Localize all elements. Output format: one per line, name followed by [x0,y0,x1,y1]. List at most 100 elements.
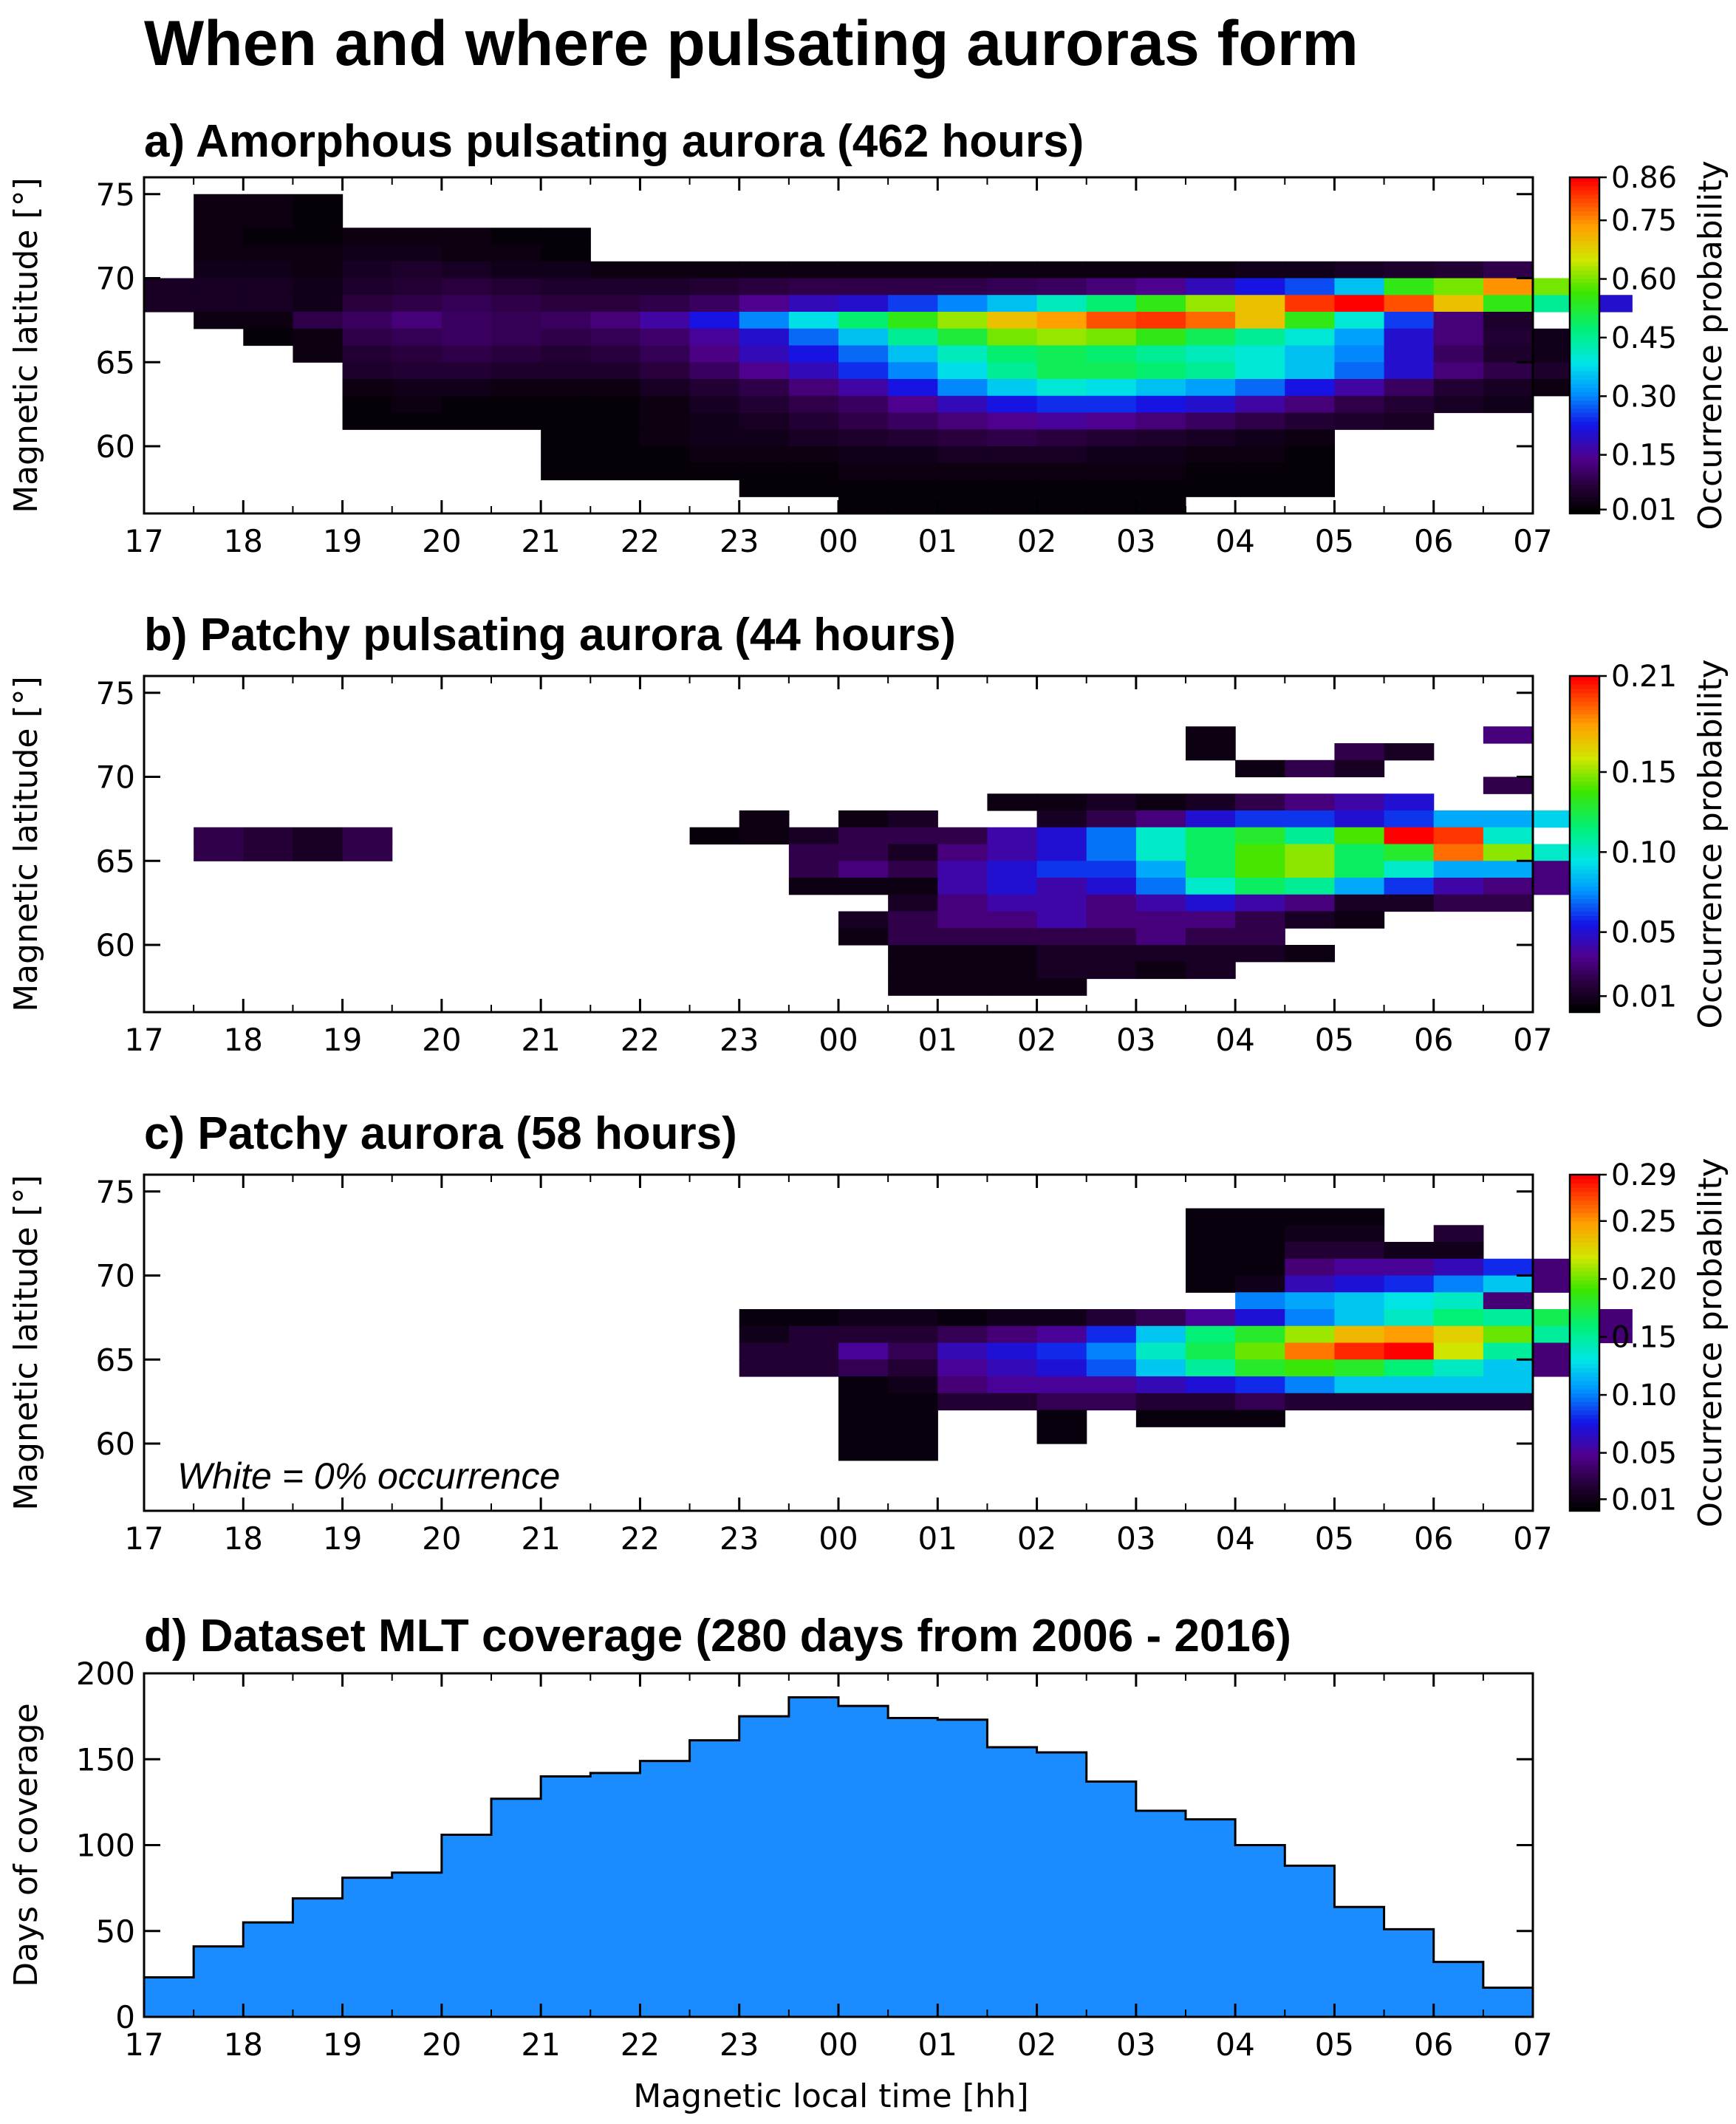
panel-c-cell [1334,1292,1385,1310]
panel-a-cell [194,295,244,313]
panel-c-cell [1334,1393,1385,1411]
panel-c-cell [1483,1258,1534,1277]
panel-a-cell [1483,345,1534,363]
panel-a-colorbar-step [1570,492,1599,498]
panel-a-cell [689,379,740,397]
panel-b-cell [838,827,889,845]
panel-a-cell [1334,345,1385,363]
panel-a-cell [1384,362,1435,380]
panel-a-cell [987,379,1038,397]
panel-a-cell [987,412,1038,430]
panel-a-cell [441,245,492,262]
panel-a-cell [590,462,641,481]
panel-c-xtick-label: 01 [918,1520,957,1557]
panel-b-colorbar-step [1570,940,1599,946]
panel-c-colorbar-label: Occurrence probability [1692,1158,1729,1527]
panel-b-cell [1186,827,1236,845]
panel-d-bar [1036,1752,1087,2017]
panel-a-colorbar-step [1570,282,1599,287]
panel-b-cell [788,878,839,895]
panel-d-bar [441,1834,492,2017]
panel-b-colorbar-step [1570,881,1599,887]
panel-a-xtick-label: 18 [224,523,263,559]
panel-a-colorbar-step [1570,425,1599,431]
panel-d-bar [788,1697,839,2017]
panel-a-cell [689,462,740,481]
panel-c-cell [838,1427,889,1444]
panel-c-cell [1384,1359,1435,1377]
panel-c-cell [788,1342,839,1360]
panel-c-cell [788,1309,839,1327]
panel-a-cell [937,261,988,279]
panel-c-colorbar-step [1570,1292,1599,1297]
panel-b-colorbar-step [1570,839,1599,845]
panel-a-colorbar-step [1570,215,1599,220]
panel-b-colorbar-step [1570,680,1599,686]
panel-a-colorbar-step [1570,228,1599,233]
panel-a-cell [987,295,1038,313]
panel-b-colorbar-step [1570,776,1599,782]
panel-c-colorbar-step [1570,1422,1599,1428]
panel-b-cell [1433,844,1484,861]
panel-a-cell [1086,345,1137,363]
panel-a-cell [590,429,641,447]
panel-b-cell [888,911,938,929]
panel-a-ytick-label: 60 [96,428,135,465]
panel-c-cell [1384,1258,1435,1277]
panel-b-cell [1036,894,1087,912]
panel-a-colorbar-step [1570,236,1599,242]
panel-c-xtick-label: 05 [1315,1520,1354,1557]
panel-b-cell [1384,793,1435,811]
panel-a-cell [1186,379,1236,397]
panel-c-colorbar-step [1570,1477,1599,1482]
panel-b-colorbar-step [1570,739,1599,744]
panel-b-colorbar-step [1570,999,1599,1005]
panel-c-cell [1483,1292,1534,1310]
panel-a-cell [1285,462,1336,481]
panel-b-colorbar-tick-label: 0.10 [1611,836,1677,870]
panel-a-cell [491,362,541,380]
panel-a-cell [739,278,790,296]
panel-a-cell [342,362,393,380]
panel-a-cell [1433,261,1484,279]
panel-a-cell [1186,395,1236,414]
panel-b-colorbar-step [1570,831,1599,836]
panel-a-xtick-label: 19 [323,523,362,559]
panel-a-colorbar-step [1570,429,1599,434]
panel-a-cell [1235,379,1285,397]
panel-a-cell [590,412,641,430]
panel-a-xtick-label: 21 [521,523,560,559]
panel-c-xtick-label: 21 [521,1520,560,1557]
panel-b-xtick-label: 19 [323,1022,362,1058]
panel-b-cell [1036,827,1087,845]
panel-b-colorbar-step [1570,701,1599,706]
panel-d-xtick-label: 23 [720,2026,759,2063]
panel-b-colorbar-step [1570,873,1599,878]
panel-b-cell [1384,878,1435,895]
panel-b-cell [243,827,294,845]
panel-b-cell [1086,928,1137,946]
panel-c-cell [1285,1208,1336,1226]
panel-a-cell [1186,412,1236,430]
panel-b-colorbar-step [1570,1008,1599,1013]
panel-a-cell [541,429,591,447]
panel-a-colorbar-tick-label: 0.75 [1611,204,1677,238]
panel-a-cell [243,228,294,245]
panel-b-cell [1483,827,1534,845]
panel-a-colorbar-step [1570,181,1599,187]
panel-a-cell [1036,295,1087,313]
panel-b-cell [838,861,889,878]
panel-a-cell [1086,295,1137,313]
panel-b-cell [888,844,938,861]
panel-c-colorbar-tick-label: 0.20 [1611,1263,1677,1297]
panel-c-colorbar-step [1570,1313,1599,1319]
panel-c-colorbar-step [1570,1481,1599,1486]
panel-a-cell [1036,395,1087,414]
panel-c-cell [1235,1325,1285,1344]
panel-a-cell [1285,429,1336,447]
panel-a-cell [987,479,1038,497]
panel-d-bar [1235,1845,1285,2017]
panel-a-cell [739,412,790,430]
panel-a-colorbar-step [1570,475,1599,481]
panel-c-colorbar-step [1570,1267,1599,1272]
